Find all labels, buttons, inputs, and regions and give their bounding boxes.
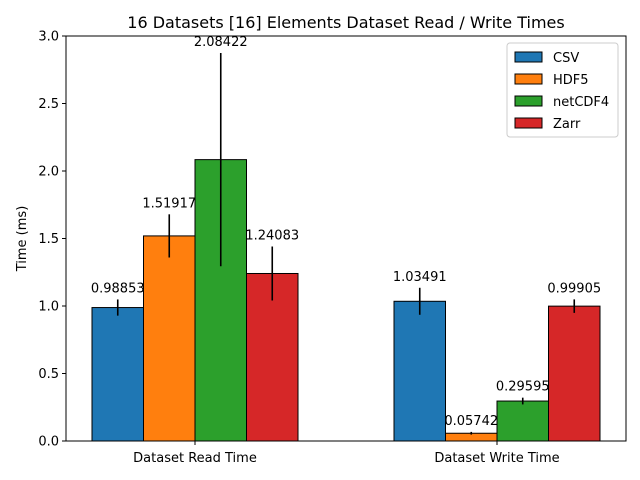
y-tick-label: 2.0 [38,165,59,180]
legend-label-csv: CSV [553,51,579,66]
y-axis-label: Time (ms) [15,206,30,273]
legend-box [506,42,619,138]
y-tick-label: 0.0 [38,435,59,450]
legend-label-netcdf4: netCDF4 [553,95,609,110]
value-label: 1.51917 [142,196,196,211]
y-axis: 0.0 0.5 1.0 1.5 2.0 2.5 3.0 [38,30,66,450]
bar-csv-read [91,307,144,442]
bar-zarr-write [548,305,601,442]
legend-label-zarr: Zarr [553,117,581,132]
legend: CSV HDF5 netCDF4 Zarr [506,42,619,138]
bar-netcdf4-write [496,400,549,442]
error-bars-group [116,52,576,435]
value-label: 0.05742 [444,414,498,429]
value-labels-group: 0.98853 1.03491 1.51917 0.05742 2.08422 0.295… [91,35,601,429]
y-tick-label: 0.5 [38,367,59,382]
value-label: 1.03491 [393,270,447,285]
value-label: 0.29595 [496,380,550,395]
value-label: 0.99905 [547,281,601,296]
legend-swatch-zarr [514,117,543,129]
y-tick-label: 3.0 [38,30,59,45]
bar-csv-write [393,300,446,442]
x-tick-label: Dataset Write Time [434,451,559,466]
value-label: 0.98853 [91,281,145,296]
value-label: 1.24083 [245,228,299,243]
legend-swatch-hdf5 [514,73,543,85]
x-axis: Dataset Read Time Dataset Write Time [133,441,560,466]
chart-title: 16 Datasets [16] Elements Dataset Read /… [127,13,564,32]
y-tick-label: 2.5 [38,97,59,112]
legend-swatch-csv [514,51,543,63]
value-label: 2.08422 [194,35,248,50]
legend-swatch-netcdf4 [514,95,543,107]
bar-hdf5-read [143,235,196,442]
y-tick-label: 1.0 [38,300,59,315]
x-tick-label: Dataset Read Time [133,451,257,466]
legend-label-hdf5: HDF5 [553,73,589,88]
bar-zarr-read [246,272,299,442]
y-tick-label: 1.5 [38,232,59,247]
